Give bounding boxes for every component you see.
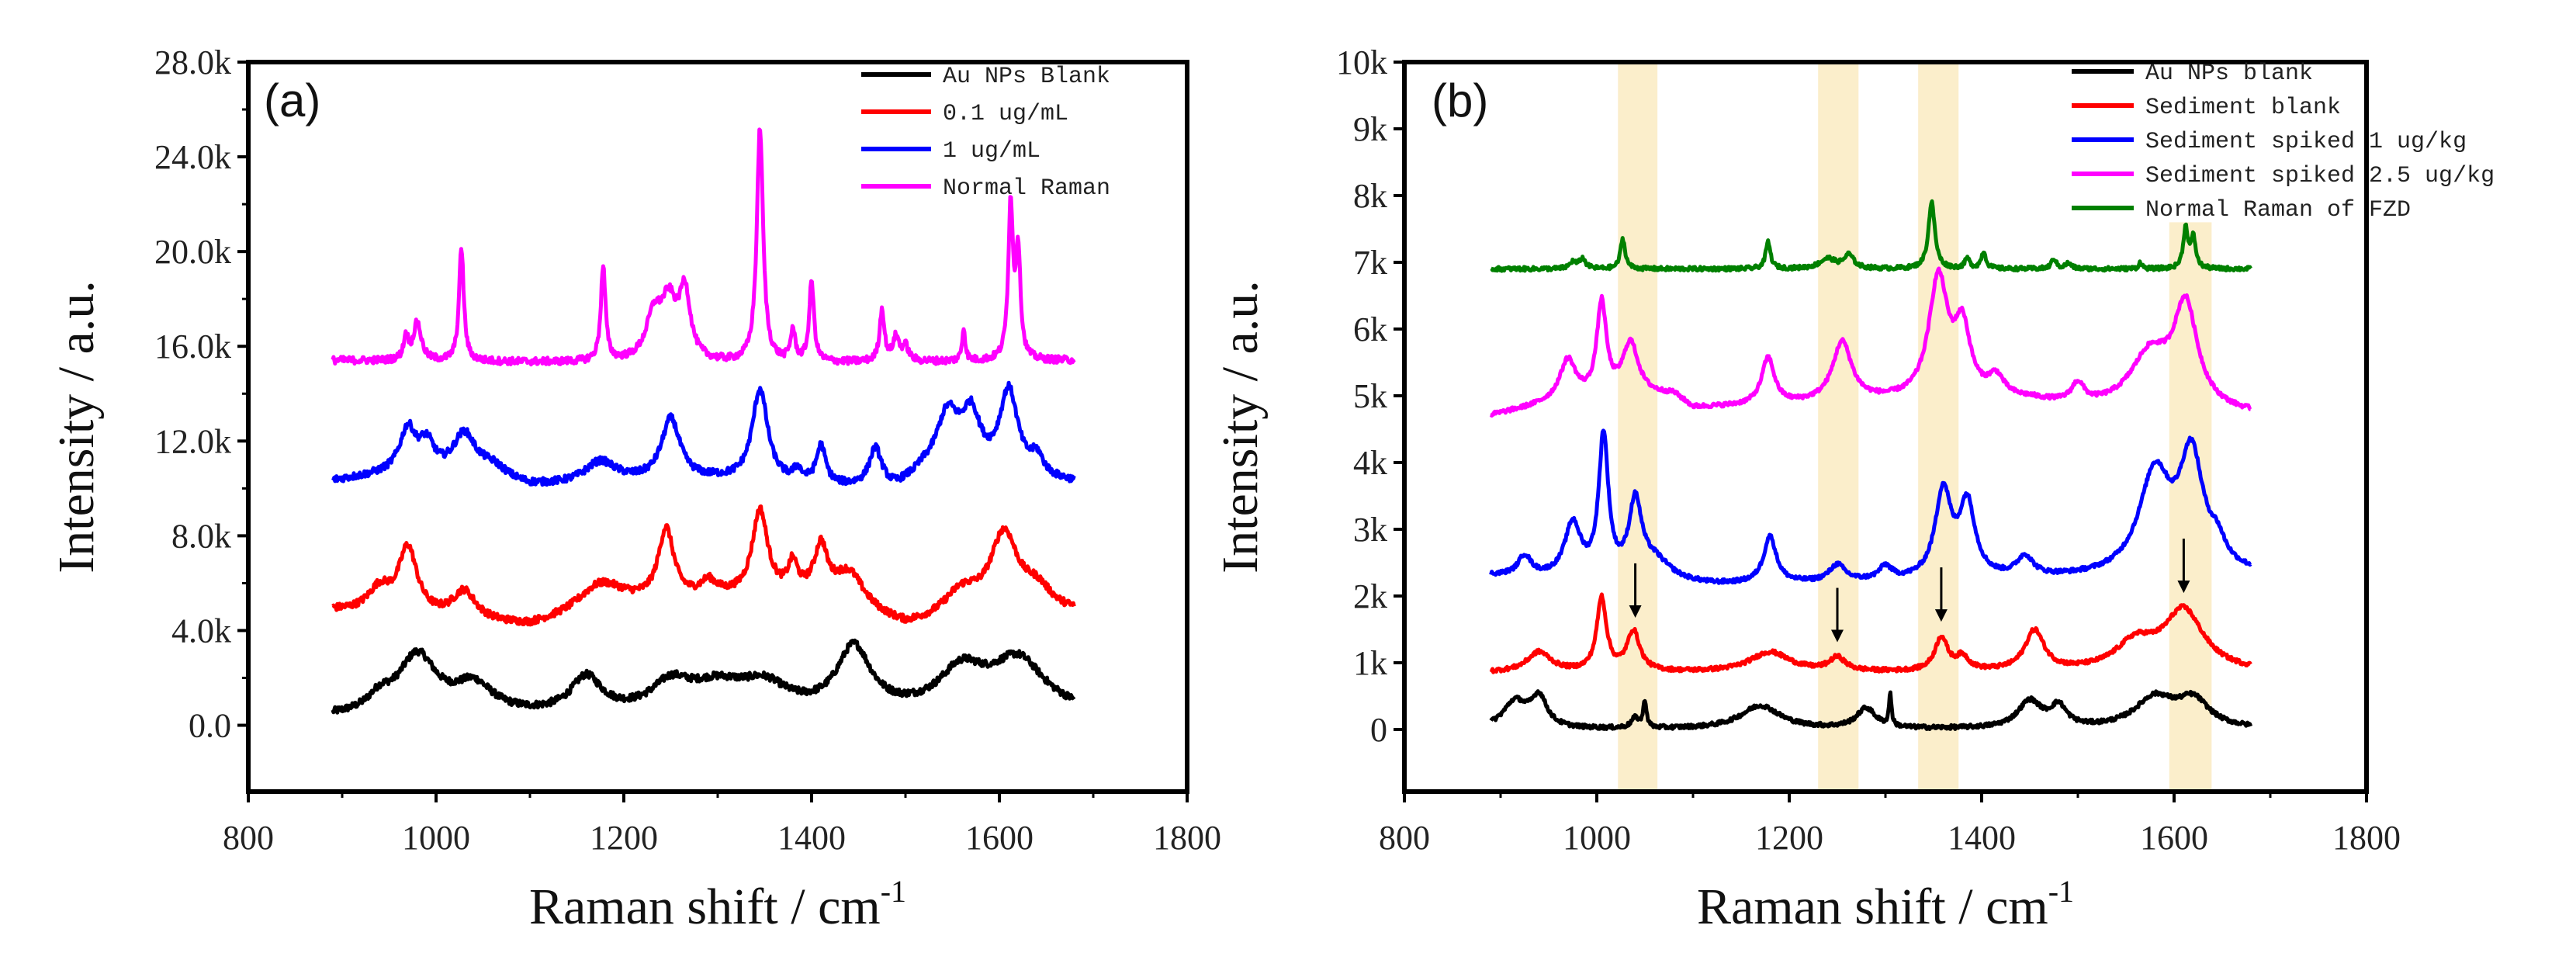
x-tick-label: 1400 <box>1948 819 2016 857</box>
legend-item: Sediment spiked 2.5 ug/kg <box>2072 163 2495 189</box>
y-tick-label: 10k <box>1336 43 1387 81</box>
y-tick-label: 3k <box>1353 511 1387 549</box>
legend-item: 1 ug/mL <box>861 138 1040 165</box>
arrow-marker <box>1629 563 1642 618</box>
y-tick-label: 1k <box>1353 644 1387 682</box>
x-tick-label: 1600 <box>2140 819 2208 857</box>
legend-item: Au NPs blank <box>2072 61 2313 87</box>
legend-label: 0.1 ug/mL <box>943 101 1068 127</box>
legend-label: Normal Raman <box>943 175 1110 202</box>
y-tick-label: 7k <box>1353 244 1387 282</box>
arrow-head <box>2177 580 2190 594</box>
y-tick-label: 28.0k <box>154 43 231 81</box>
legend-label: 1 ug/mL <box>943 138 1040 165</box>
highlight-band <box>1618 62 1658 792</box>
arrow-head <box>1629 605 1642 618</box>
y-tick-label: 4.0k <box>171 612 231 650</box>
arrow-marker <box>2177 539 2190 594</box>
panel-a: 800 1000 1200 1400 1600 1800 0.0 4.0k 8.0k 12.0k 1… <box>48 43 1221 935</box>
arrow-head <box>1934 609 1948 622</box>
y-axis-label: Intensity / a.u. <box>48 280 105 574</box>
panel-label: (b) <box>1432 75 1488 126</box>
x-tick-label: 1000 <box>402 819 470 857</box>
legend: Au NPs blank Sediment blank Sediment spike… <box>2072 61 2495 224</box>
x-axis-label-text: Raman shift / cm <box>529 878 881 935</box>
series-line-0-1-ug-ml <box>331 504 1076 627</box>
y-tick-label: 9k <box>1353 110 1387 148</box>
legend-label: Au NPs Blank <box>943 64 1110 90</box>
x-tick-label: 1200 <box>1755 819 1823 857</box>
y-tick-label: 8k <box>1353 177 1387 215</box>
series-line-normal-raman <box>331 127 1076 367</box>
legend-label: Sediment spiked 1 ug/kg <box>2145 129 2467 155</box>
series-line-au-nps-blank <box>1489 689 2253 731</box>
legend-label: Sediment spiked 2.5 ug/kg <box>2145 163 2495 189</box>
x-axis-label-superscript: -1 <box>881 874 906 909</box>
y-tick-label: 8.0k <box>171 517 231 555</box>
x-tick-label: 800 <box>223 819 274 857</box>
y-tick-label: 2k <box>1353 577 1387 615</box>
series-line-au-nps-blank <box>331 638 1076 715</box>
series-line-sediment-spiked-1-ug-kg <box>1489 428 2252 585</box>
panel-label: (a) <box>264 75 320 126</box>
legend-item: 0.1 ug/mL <box>861 101 1068 127</box>
legend-item: Normal Raman of FZD <box>2072 197 2411 224</box>
panel-b: 800 1000 1200 1400 1600 1800 0 1k 2k 3k 4k 5k 6k 7k 8k… <box>1212 43 2495 935</box>
x-tick-label: 1800 <box>2332 819 2401 857</box>
y-tick-label: 5k <box>1353 377 1387 415</box>
y-tick-label: 6k <box>1353 310 1387 348</box>
legend-label: Normal Raman of FZD <box>2145 197 2411 224</box>
y-tick-label: 0.0 <box>189 707 231 745</box>
y-tick-label: 24.0k <box>154 138 231 176</box>
x-axis-label: Raman shift / cm-1 <box>529 874 906 935</box>
legend-item: Normal Raman <box>861 175 1110 202</box>
series-line-normal-raman-of-fzd <box>1490 199 2252 273</box>
legend-item: Sediment spiked 1 ug/kg <box>2072 129 2467 155</box>
x-tick-label: 1800 <box>1153 819 1221 857</box>
legend-label: Au NPs blank <box>2145 61 2313 87</box>
y-tick-label: 0 <box>1370 711 1387 749</box>
x-axis-label: Raman shift / cm-1 <box>1697 874 2074 935</box>
legend-item: Au NPs Blank <box>861 64 1110 90</box>
x-tick-label: 1200 <box>590 819 658 857</box>
arrow-marker <box>1831 587 1844 643</box>
arrow-head <box>1831 629 1844 643</box>
legend-item: Sediment blank <box>2072 95 2341 121</box>
y-tick-label: 16.0k <box>154 327 231 366</box>
series-line-sediment-blank <box>1489 592 2252 674</box>
highlight-band <box>1918 62 1959 792</box>
legend-label: Sediment blank <box>2145 95 2341 121</box>
x-tick-label: 800 <box>1379 819 1430 857</box>
x-tick-label: 1400 <box>777 819 846 857</box>
y-axis-label: Intensity / a.u. <box>1212 280 1269 574</box>
y-tick-label: 12.0k <box>154 422 231 460</box>
x-axis-label-text: Raman shift / cm <box>1697 878 2048 935</box>
series-line-1-ug-ml <box>331 380 1076 487</box>
y-tick-label: 20.0k <box>154 233 231 271</box>
x-axis-label-superscript: -1 <box>2048 874 2074 909</box>
x-tick-label: 1000 <box>1563 819 1631 857</box>
arrow-marker <box>1934 567 1948 622</box>
highlight-band <box>1818 62 1859 792</box>
series-line-sediment-spiked-2-5-ug-kg <box>1489 266 2252 418</box>
legend: Au NPs Blank 0.1 ug/mL 1 ug/mL Normal Raman <box>861 64 1110 202</box>
x-tick-label: 1600 <box>965 819 1034 857</box>
y-tick-label: 4k <box>1353 444 1387 482</box>
